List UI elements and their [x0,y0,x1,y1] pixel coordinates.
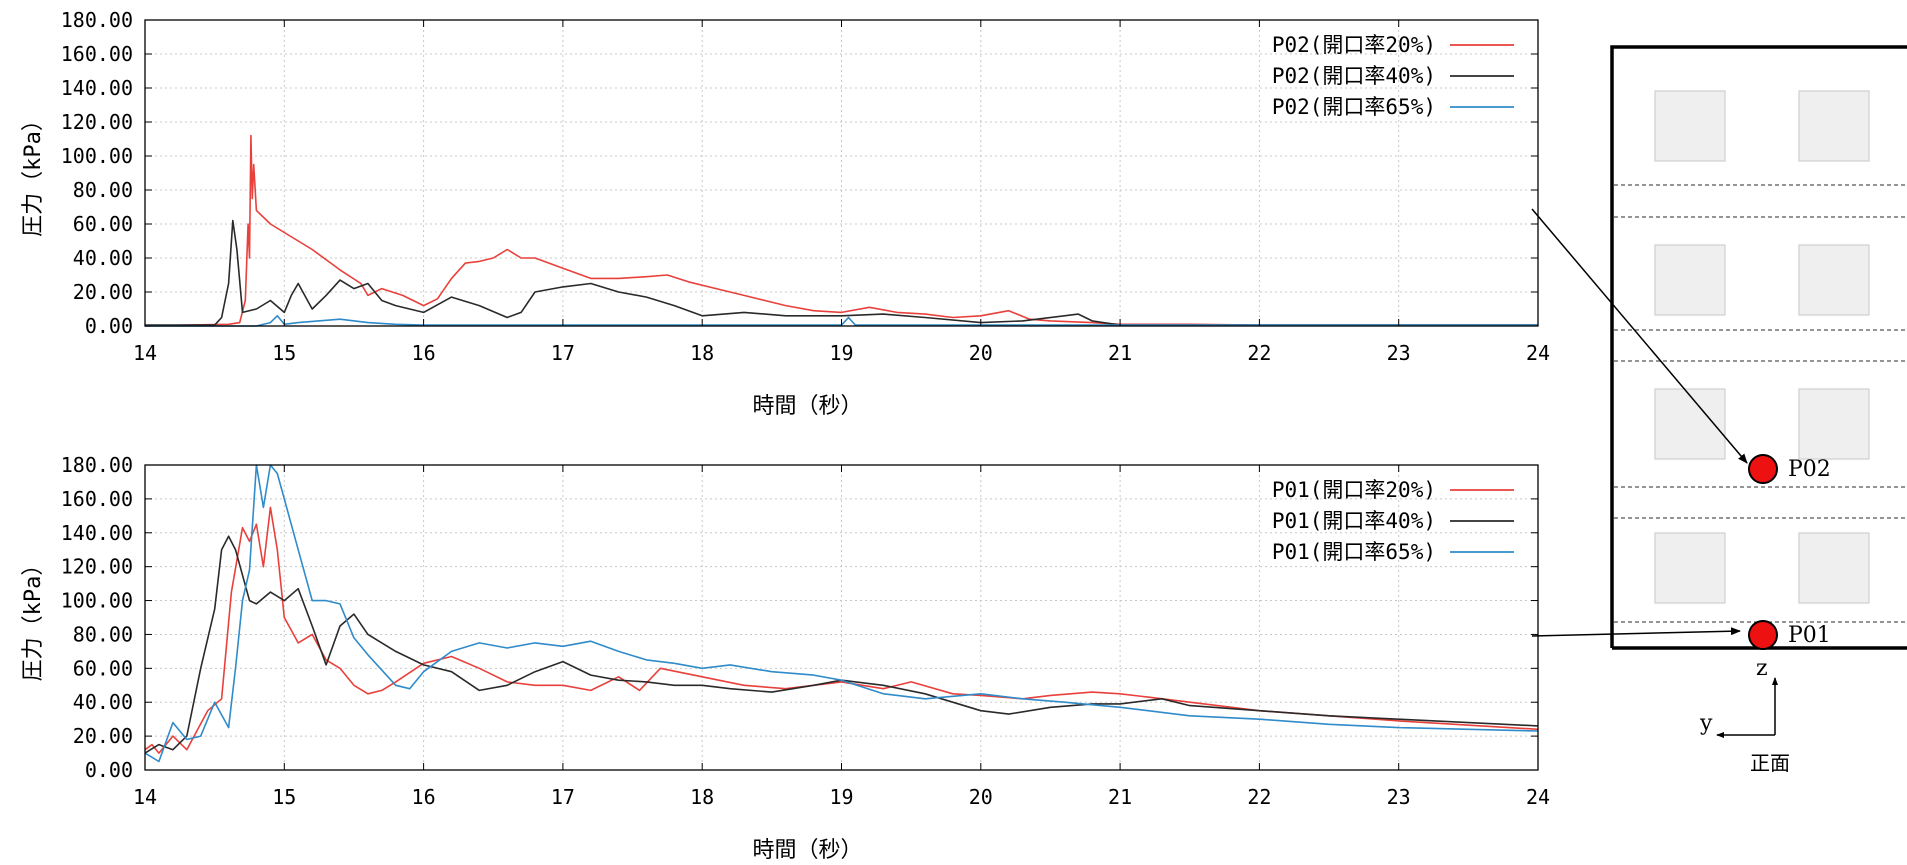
x-tick-label: 19 [829,341,853,365]
legend: P01(開口率20%) P01(開口率40%) P01(開口率65%) [1272,478,1514,564]
y-tick-label: 60.00 [73,656,133,680]
windows [1654,90,1870,604]
y-tick-label: 140.00 [61,76,133,100]
legend-label: P01(開口率65%) [1272,540,1436,564]
x-tick-label: 16 [412,341,436,365]
y-tick-label: 140.00 [61,521,133,545]
front-view-label: 正面 [1750,751,1790,775]
y-axis-title: 圧力（kPa） [21,554,46,682]
x-tick-label: 23 [1387,785,1411,809]
chart-p02: 14 15 16 17 18 19 20 21 22 23 24 0.00 20.00 40.00 60.0… [21,8,1550,419]
building-front-diagram: P02 P01 z y 正面 [1531,45,1907,775]
y-tick-label: 60.00 [73,212,133,236]
x-tick-label: 22 [1247,785,1271,809]
x-tick-label: 21 [1108,341,1132,365]
x-tick-label: 20 [969,785,993,809]
x-tick-label: 16 [412,785,436,809]
window [1654,244,1726,316]
x-tick-label: 14 [133,785,157,809]
grid [145,20,1538,326]
y-tick-label: 180.00 [61,453,133,477]
y-tick-label: 20.00 [73,724,133,748]
x-axis-title: 時間（秒） [752,394,862,419]
y-tick-label: 100.00 [61,144,133,168]
ticks: 14 15 16 17 18 19 20 21 22 23 24 0.00 20.00 40.00 60.0… [61,8,1550,365]
legend-label: P02(開口率65%) [1272,95,1436,119]
window [1798,388,1870,460]
series-line [144,535,1539,754]
x-tick-label: 17 [551,785,575,809]
series-line [144,464,1539,763]
window [1798,532,1870,604]
series-line [145,219,1538,326]
p02-pointer-arrow [1531,208,1748,464]
ticks: 14 15 16 17 18 19 20 21 22 23 24 0.00 20.00 40.00 60.0… [61,453,1550,809]
y-tick-label: 80.00 [73,178,133,202]
building-outline [1610,45,1907,648]
window [1798,244,1870,316]
x-tick-label: 21 [1108,785,1132,809]
legend-label: P02(開口率20%) [1272,33,1436,57]
window [1654,532,1726,604]
y-tick-label: 160.00 [61,42,133,66]
z-axis-label: z [1756,656,1768,681]
legend-label: P01(開口率40%) [1272,509,1436,533]
series-lines [144,134,1538,327]
y-tick-label: 20.00 [73,280,133,304]
x-tick-label: 14 [133,341,157,365]
x-tick-label: 22 [1247,341,1271,365]
legend-label: P01(開口率20%) [1272,478,1436,502]
series-lines [144,464,1539,763]
x-tick-label: 15 [272,341,296,365]
y-axis-label: y [1699,711,1713,736]
y-tick-label: 40.00 [73,690,133,714]
p01-pointer-arrow [1531,627,1741,637]
legend-label: P02(開口率40%) [1272,64,1436,88]
x-tick-label: 15 [272,785,296,809]
legend: P02(開口率20%) P02(開口率40%) P02(開口率65%) [1272,33,1514,119]
series-line [144,134,1538,327]
y-axis-title: 圧力（kPa） [21,109,46,237]
window [1798,90,1870,162]
y-tick-label: 120.00 [61,110,133,134]
p01-label: P01 [1788,623,1831,648]
series-line [144,506,1539,754]
x-tick-label: 19 [829,785,853,809]
y-tick-label: 120.00 [61,555,133,579]
x-axis-title: 時間（秒） [752,838,862,863]
x-tick-label: 24 [1526,341,1550,365]
y-tick-label: 0.00 [85,314,133,338]
y-tick-label: 0.00 [85,758,133,782]
x-tick-label: 23 [1387,341,1411,365]
p02-label: P02 [1788,457,1831,482]
window [1654,90,1726,162]
y-tick-label: 80.00 [73,622,133,646]
p01-marker [1748,620,1778,650]
y-tick-label: 180.00 [61,8,133,32]
x-tick-label: 17 [551,341,575,365]
series-line [145,314,1538,327]
p02-marker [1748,454,1778,484]
grid [145,465,1538,770]
chart-p01: 14 15 16 17 18 19 20 21 22 23 24 0.00 20.00 40.00 60.0… [21,453,1550,863]
x-tick-label: 24 [1526,785,1550,809]
y-tick-label: 160.00 [61,487,133,511]
x-tick-label: 18 [690,785,714,809]
x-tick-label: 18 [690,341,714,365]
x-tick-label: 20 [969,341,993,365]
y-tick-label: 40.00 [73,246,133,270]
y-tick-label: 100.00 [61,589,133,613]
